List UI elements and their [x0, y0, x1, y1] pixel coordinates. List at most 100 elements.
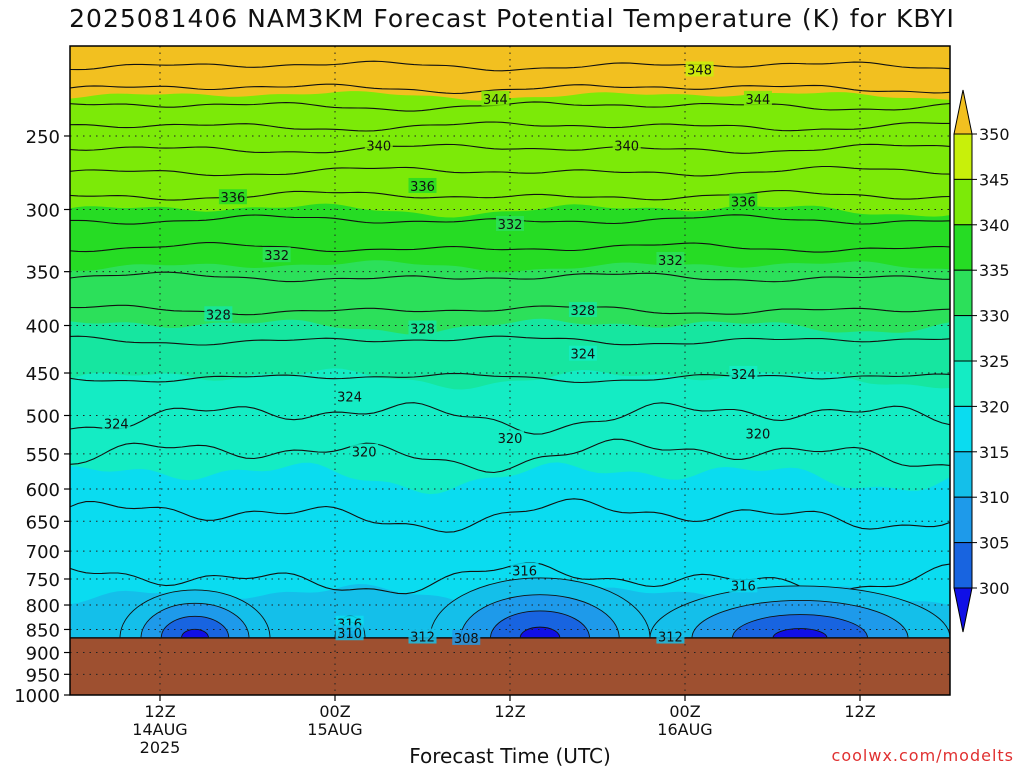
ground-fill [70, 637, 950, 695]
xtick-label: 00Z [669, 702, 700, 721]
contour-label-324: 324 [104, 417, 129, 432]
contour-label-bg [102, 415, 131, 431]
ytick-label: 300 [26, 201, 60, 222]
chart-title: 2025081406 NAM3KM Forecast Potential Tem… [69, 4, 955, 33]
contour-label-328: 328 [206, 308, 231, 323]
ytick-label: 650 [26, 512, 60, 533]
contour-label-332: 332 [498, 218, 523, 233]
contour-340 [70, 143, 950, 154]
contour-label-324: 324 [731, 368, 756, 383]
contour-label-bg [335, 625, 364, 641]
xtick-label: 2025 [140, 738, 181, 757]
colorbar-label-300: 300 [979, 579, 1010, 598]
contour-label-bg [204, 306, 233, 322]
colorbar-swatch-310 [953, 496, 973, 544]
theta-contour-lines [70, 60, 950, 595]
colorbar-label-345: 345 [979, 170, 1010, 189]
colorbar-swatch-315 [953, 451, 973, 498]
contour-label-340: 340 [614, 140, 639, 155]
contour-label-bg [408, 628, 437, 644]
contour-344 [70, 101, 950, 112]
contour-label-316: 316 [731, 579, 756, 594]
contour-324 [70, 372, 950, 384]
ytick-label: 550 [26, 445, 60, 466]
ytick-label: 1000 [14, 686, 60, 707]
contour-338 [70, 165, 950, 177]
ytick-label: 600 [26, 480, 60, 501]
pressure-gridlines [70, 46, 950, 695]
contour-label-bg [262, 247, 291, 263]
contour-322 [70, 402, 950, 435]
contour-label-320: 320 [746, 428, 771, 443]
credit-link[interactable]: coolwx.com/modelts [831, 746, 1014, 765]
xtick-label: 12Z [144, 702, 175, 721]
colorbar-label-320: 320 [979, 397, 1010, 416]
colorbar-label-305: 305 [979, 534, 1010, 553]
colorbar-label-310: 310 [979, 488, 1010, 507]
contour-332 [70, 242, 950, 253]
ytick-label: 350 [26, 263, 60, 284]
ytick-label: 700 [26, 542, 60, 563]
contour-label-bg [656, 251, 685, 267]
colorbar-swatch-340 [953, 224, 973, 271]
ground-below-surface [70, 637, 950, 695]
contour-label-bg [729, 577, 758, 593]
colorbar-swatch-320 [953, 405, 973, 453]
xtick-label: 12Z [844, 702, 875, 721]
ytick-label: 400 [26, 317, 60, 338]
contour-label-bg [335, 388, 364, 404]
contour-label-bg [729, 193, 758, 209]
contour-label-bg [496, 216, 524, 232]
contour-label-332: 332 [658, 254, 683, 269]
contour-label-bg [218, 189, 247, 205]
contour-label-312: 312 [410, 631, 435, 646]
contour-label-324: 324 [571, 348, 596, 363]
contour-label-bg [408, 320, 437, 336]
xtick-label: 00Z [319, 702, 350, 721]
colorbar-label-330: 330 [979, 307, 1010, 326]
ytick-label: 750 [26, 570, 60, 591]
contour-326 [70, 335, 950, 346]
contour-label-bg [452, 629, 481, 645]
pressure-axis: 250 300 350 400 450 500 550 600 650 700 750 800 850 9… [14, 127, 70, 707]
colorbar-top-arrow [953, 89, 973, 135]
contour-labels: 348 344 344 340 340 336 336 336 332 332 332 328 328 3… [102, 61, 772, 647]
colorbar-label-340: 340 [979, 216, 1010, 235]
ytick-label: 850 [26, 620, 60, 641]
ytick-label: 250 [26, 127, 60, 148]
colorbar-label-350: 350 [979, 125, 1010, 144]
contour-label-bg [743, 90, 772, 106]
contour-label-332: 332 [264, 249, 289, 264]
contour-348 [70, 60, 950, 72]
contour-342 [70, 121, 950, 132]
contour-label-bg [408, 177, 437, 193]
colorbar-swatch-325 [953, 360, 973, 407]
xtick-label: 15AUG [307, 720, 362, 739]
contour-label-336: 336 [221, 191, 246, 206]
contour-label-bg [568, 302, 597, 318]
contour-label-bg [510, 562, 539, 578]
colorbar-label-335: 335 [979, 261, 1010, 280]
contour-label-336: 336 [410, 180, 435, 195]
contour-label-348: 348 [687, 63, 712, 78]
ytick-label: 900 [26, 644, 60, 665]
contour-label-324: 324 [337, 391, 362, 406]
contour-label-320: 320 [498, 432, 523, 447]
contour-label-bg [729, 365, 758, 381]
contour-label-312: 312 [658, 631, 683, 646]
contour-label-bg [496, 430, 524, 446]
contour-label-bg [656, 628, 685, 644]
contour-label-344: 344 [483, 93, 508, 108]
colorbar-bottom-arrow [953, 587, 973, 633]
contour-label-bg [685, 61, 714, 77]
ytick-label: 450 [26, 364, 60, 385]
colorbar-swatch-330 [953, 315, 973, 362]
ytick-label: 950 [26, 665, 60, 686]
contour-label-bg [568, 345, 597, 361]
contour-label-bg [481, 90, 510, 106]
colorbar: 300 305 310 315 320 325 330 335 340 345 350 [953, 89, 1010, 633]
xtick-label: 16AUG [657, 720, 712, 739]
contour-label-328: 328 [410, 323, 435, 338]
